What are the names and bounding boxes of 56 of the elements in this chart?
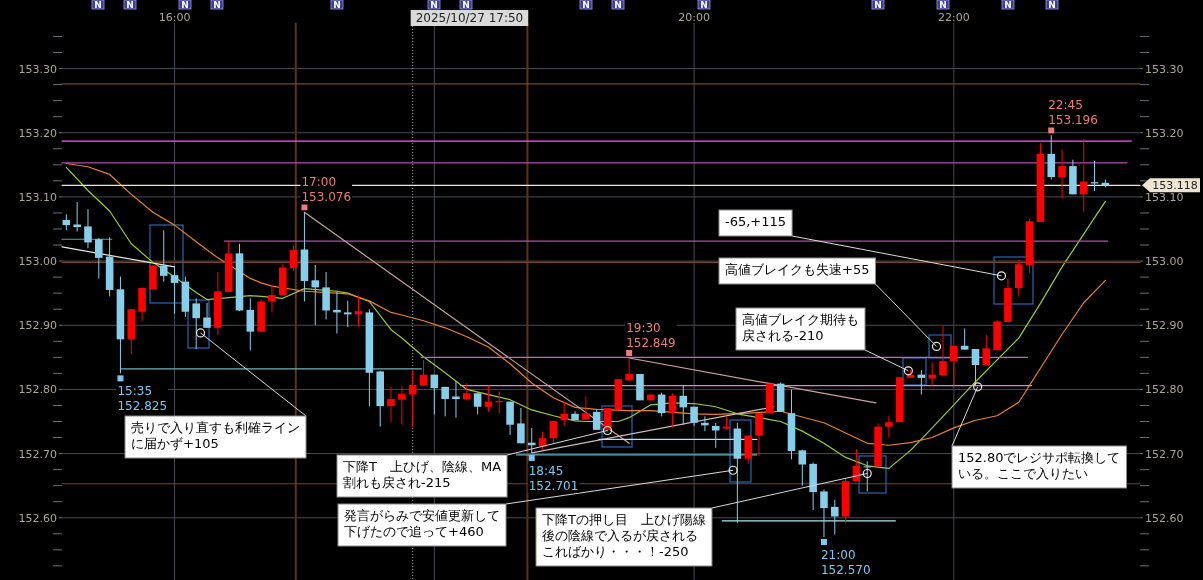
badge: N <box>91 0 105 10</box>
y-tick-label: 152.70 <box>18 447 57 461</box>
x-tick-label: 16:00 <box>158 11 191 24</box>
annotation: 売りで入り直すも利確ラインに届かず+105 <box>131 420 300 451</box>
y-tick-label: 152.60 <box>18 511 57 525</box>
y-tick-label: 153.00 <box>18 255 57 269</box>
badge: N <box>178 0 192 10</box>
badge: N <box>330 0 344 10</box>
y-tick-label: 153.30 <box>18 62 57 76</box>
y2-tick-label: 152.60 <box>1145 511 1184 525</box>
y2-tick-label: 152.80 <box>1145 383 1184 397</box>
badge: N <box>459 0 473 10</box>
annotation: 発言がらみで安値更新して下げたので追って+460 <box>344 508 500 539</box>
y-tick-label: 152.90 <box>18 319 57 333</box>
annotation: -65,+115 <box>725 214 787 229</box>
annotation: 22:45 153.196 <box>1048 98 1098 128</box>
annotation: 17:00 153.076 <box>301 175 352 205</box>
y2-tick-label: 153.10 <box>1145 190 1184 204</box>
high-label: 17:00 153.076 <box>300 175 353 211</box>
y-tick-label: 152.80 <box>18 383 57 397</box>
y-tick-label: 153.20 <box>18 126 57 140</box>
annotation: 18:45 152.701 <box>528 463 579 493</box>
badge: N <box>579 0 593 10</box>
annotation: 152.80でレジサポ転換している。ここで入りたい <box>958 450 1121 481</box>
badge: N <box>871 0 885 10</box>
low-label: 21:00 152.570 <box>819 539 872 577</box>
annotation: 高値ブレイク期待も戻される-210 <box>742 312 859 343</box>
y2-tick-label: 153.00 <box>1145 255 1184 269</box>
annotation: 下降Tの押し目 上ひげ陽線後の陰線で入るが戻されるこればかり・・・！-250 <box>542 512 706 559</box>
badge: N <box>210 0 224 10</box>
ref-line-label: 2025/10/27 17:50 <box>410 10 529 26</box>
badge: N <box>427 0 441 10</box>
annotation: 19:30 152.849 <box>626 320 676 350</box>
badge: N <box>611 0 625 10</box>
badge: N <box>123 0 137 10</box>
badge: N <box>697 0 711 10</box>
annotation: 下降T 上ひげ、陰線、MA割れも戻され-215 <box>343 459 502 490</box>
annotation: 153.118 <box>1152 179 1198 193</box>
price-tag: 153.118 <box>1142 178 1200 193</box>
annotation: 15:35 152.825 <box>117 384 168 414</box>
x-tick-label: 20:00 <box>678 11 710 24</box>
ref-line-label: 2025/10/27 17:50 <box>415 11 524 25</box>
high-label: 22:45 153.196 <box>1047 98 1099 134</box>
y2-tick-label: 152.90 <box>1145 319 1184 333</box>
y2-tick-label: 152.70 <box>1145 447 1184 461</box>
badge: N <box>936 0 950 10</box>
badge: N <box>1045 0 1059 10</box>
y-tick-label: 153.10 <box>18 190 57 204</box>
annotation: 21:00 152.570 <box>820 548 871 578</box>
annotation: 高値ブレイクも失速+55 <box>725 262 870 277</box>
low-label: 18:45 152.701 <box>527 454 580 493</box>
y2-tick-label: 153.20 <box>1145 126 1184 140</box>
badge: N <box>1001 0 1015 10</box>
x-tick-label: 22:00 <box>937 11 970 24</box>
high-label: 19:30 152.849 <box>625 320 677 356</box>
y2-tick-label: 153.30 <box>1145 62 1184 76</box>
